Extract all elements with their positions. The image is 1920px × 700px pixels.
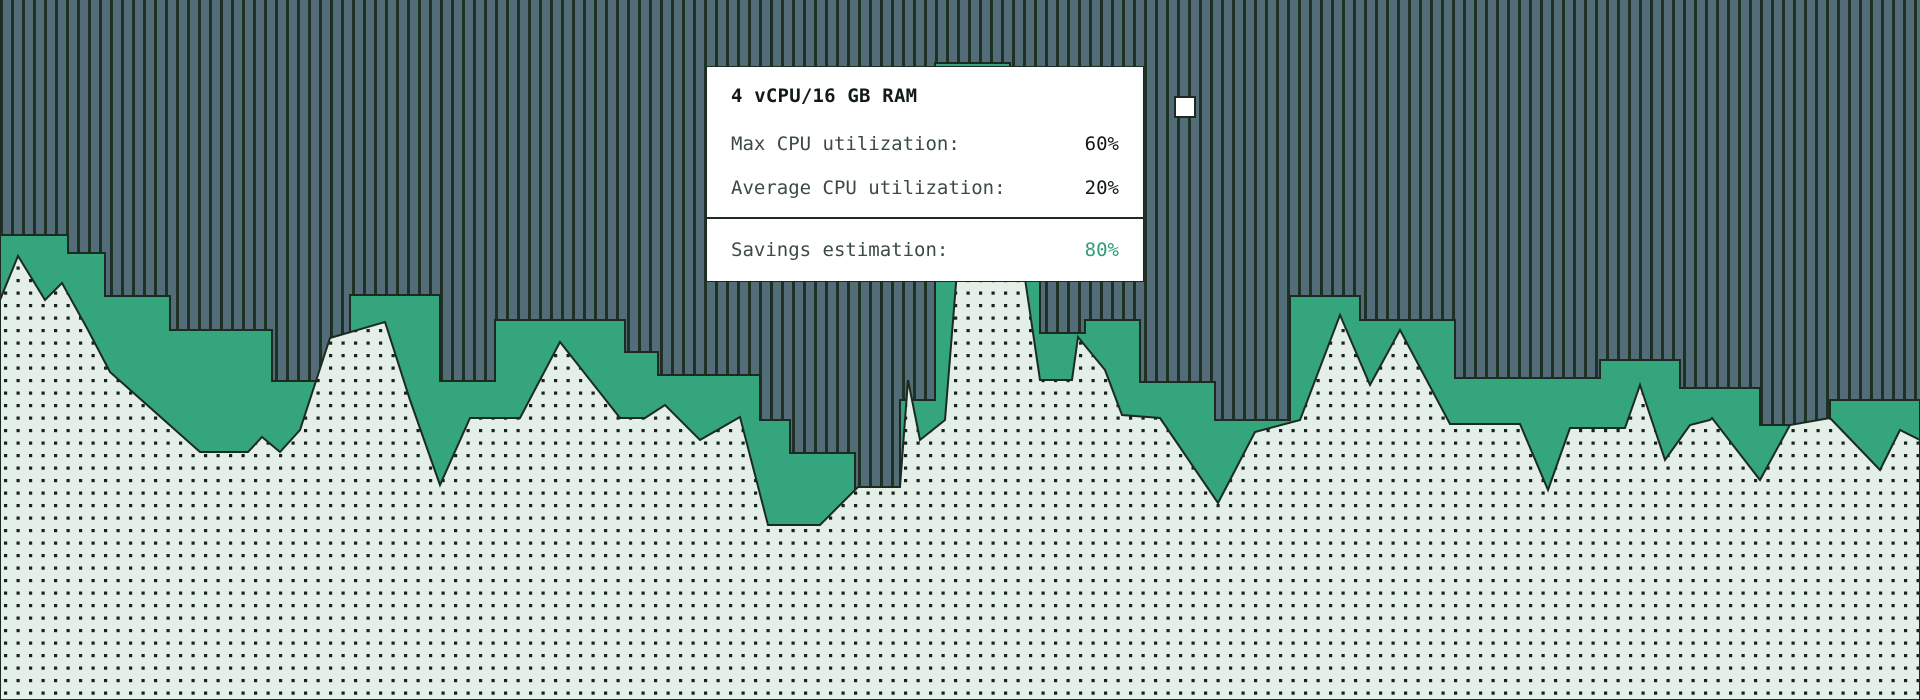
tooltip-row-max-cpu: Max CPU utilization: 60%: [731, 133, 1119, 155]
tooltip-row-savings: Savings estimation: 80%: [731, 239, 1119, 261]
tooltip-footer: Savings estimation: 80%: [707, 219, 1143, 281]
max-cpu-label: Max CPU utilization:: [731, 133, 960, 155]
tooltip-body: 4 vCPU/16 GB RAM Max CPU utilization: 60…: [707, 67, 1143, 217]
tooltip-row-average-cpu: Average CPU utilization: 20%: [731, 177, 1119, 199]
average-cpu-value: 20%: [1084, 177, 1119, 199]
savings-label: Savings estimation:: [731, 239, 949, 261]
instance-tooltip: 4 vCPU/16 GB RAM Max CPU utilization: 60…: [706, 66, 1144, 282]
tooltip-title: 4 vCPU/16 GB RAM: [731, 85, 918, 107]
tooltip-divider: [707, 217, 1143, 219]
average-cpu-label: Average CPU utilization:: [731, 177, 1006, 199]
max-cpu-value: 60%: [1084, 133, 1119, 155]
hover-point-marker[interactable]: [1174, 96, 1196, 118]
savings-value: 80%: [1084, 239, 1119, 261]
